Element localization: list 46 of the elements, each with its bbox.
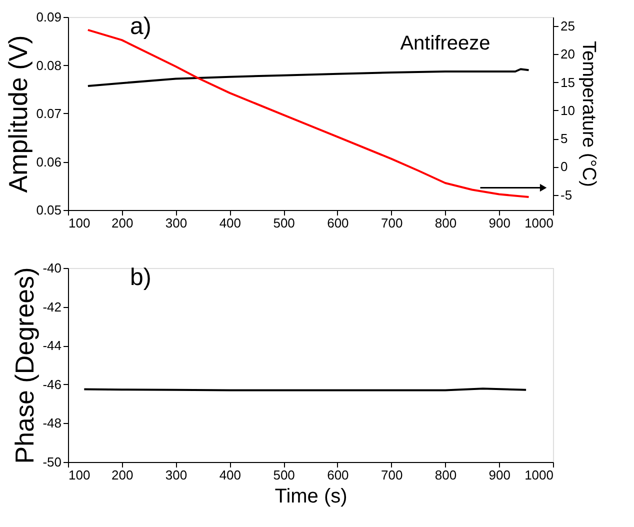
x-tick-label: 200 [112,468,134,482]
x-tick-label: 700 [380,468,403,482]
line-series [86,68,530,87]
y2-tick-label: 20 [560,46,575,62]
annotation: a) [130,13,152,40]
y2-tick-label: 25 [560,18,575,34]
y-tick-label: -40 [42,260,62,276]
series-label: Antifreeze [400,32,490,55]
x-tick-label: 800 [434,468,457,482]
x-tick-label: 900 [488,468,510,482]
x-tick-label: 400 [219,468,242,482]
y-tick-label: -48 [42,416,62,431]
y-tick-label: -42 [42,299,62,314]
y-tick-label: 0.07 [36,106,62,121]
x-tick-label: 200 [112,216,134,230]
y2-tick-label: 5 [560,131,568,146]
y-tick-label: -44 [42,338,62,354]
y-tick-label: -50 [42,454,62,470]
y-tick-label: 0.09 [36,10,62,24]
x-tick-label: 300 [165,216,188,230]
x-tick-label: 600 [327,468,349,482]
y-axis-title: Phase (Degrees) [10,267,40,464]
y2-axis-title: Temperature (°C) [578,41,599,187]
x-tick-label: 600 [327,216,349,230]
x-tick-label: 800 [434,216,457,230]
x-tick-label: 400 [219,216,242,230]
y-tick-label: 0.05 [36,202,62,218]
x-tick-label: 1000 [524,216,554,230]
y-tick-label: 0.06 [36,154,62,170]
y-axis-title: Amplitude (V) [3,35,34,193]
y-tick-label: 0.08 [36,58,62,73]
y2-tick-label: 15 [560,74,575,90]
y2-tick-label: -5 [560,187,572,202]
x-tick-label: 300 [165,468,188,482]
y2-tick-label: 0 [560,159,568,174]
x-tick-label: 100 [68,216,90,230]
x-tick-label: 500 [273,468,295,482]
x-tick-label: 900 [488,216,510,230]
x-tick-label: 500 [273,216,295,230]
x-tick-label: 100 [68,468,90,482]
y-tick-label: -46 [42,376,62,392]
y2-tick-label: 10 [560,102,575,118]
x-tick-label: 1000 [524,468,554,482]
annotation: b) [130,264,152,291]
x-axis-title: Time (s) [274,486,348,508]
x-tick-label: 700 [380,216,403,230]
